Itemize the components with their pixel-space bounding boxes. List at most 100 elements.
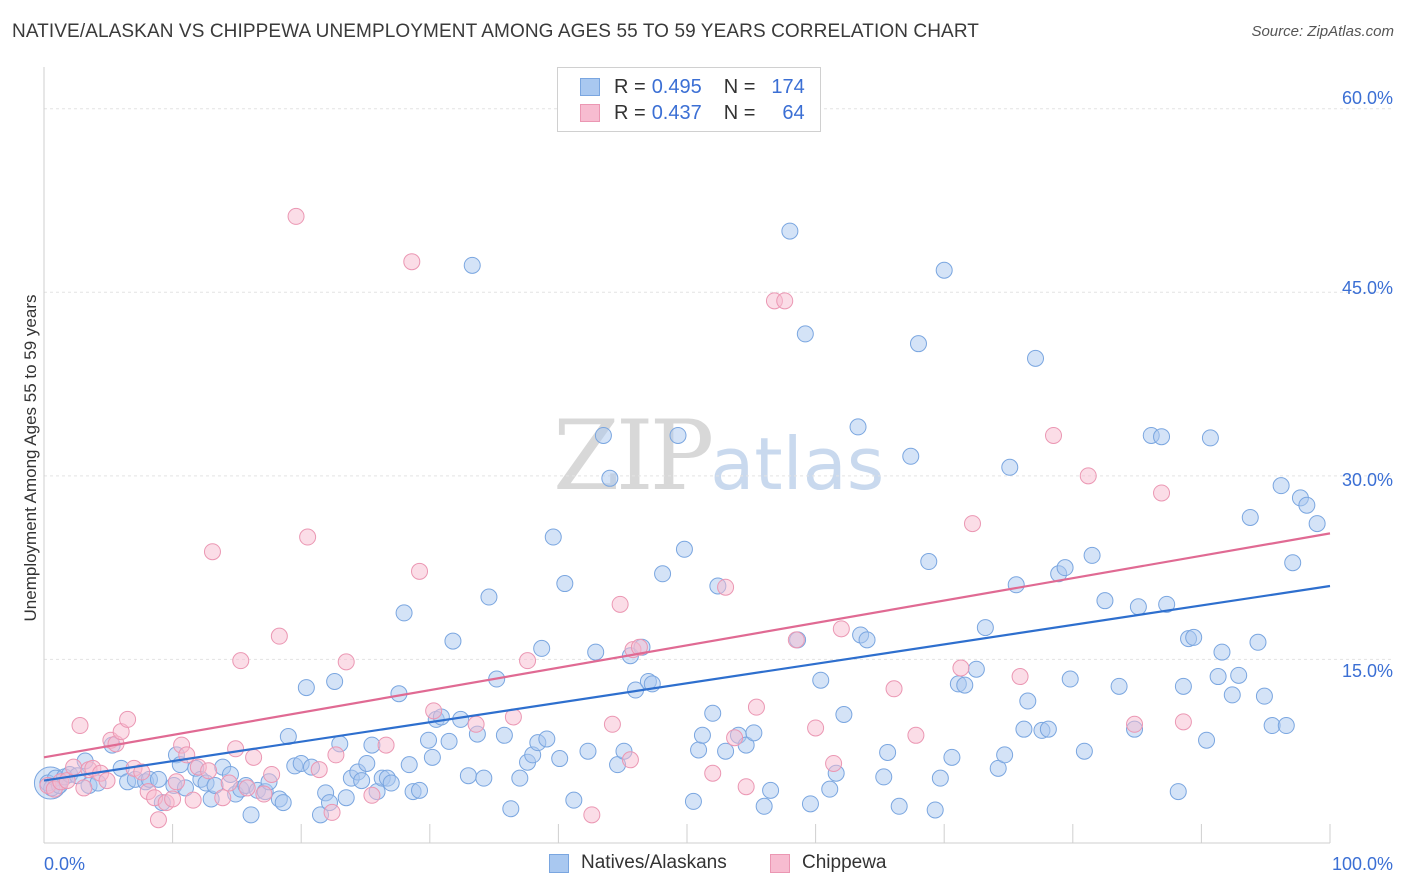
- data-point: [1083, 546, 1101, 564]
- data-point: [1230, 666, 1248, 684]
- data-point: [98, 772, 116, 790]
- data-point: [495, 726, 513, 744]
- trend-line-natives: [43, 584, 1331, 782]
- data-point: [533, 639, 551, 657]
- data-point: [299, 528, 317, 546]
- data-point: [1209, 668, 1227, 686]
- bottom-legend-label: Natives/Alaskans: [581, 852, 727, 873]
- legend-r-value: 0.495: [651, 75, 702, 98]
- watermark: ZIPatlas: [553, 400, 884, 512]
- data-point: [270, 627, 288, 645]
- data-point: [693, 726, 711, 744]
- legend-r-label: R =: [614, 75, 646, 98]
- data-point: [601, 469, 619, 487]
- data-point: [931, 769, 949, 787]
- data-point: [1075, 742, 1093, 760]
- data-point: [796, 325, 814, 343]
- data-point: [1011, 668, 1029, 686]
- data-point: [1174, 677, 1192, 695]
- source-label: Source: ZipAtlas.com: [1251, 23, 1394, 40]
- data-point: [1158, 595, 1176, 613]
- legend-swatch-pink: [580, 104, 600, 122]
- data-point: [849, 418, 867, 436]
- data-point: [1185, 628, 1203, 646]
- data-point: [926, 801, 944, 819]
- data-point: [875, 768, 893, 786]
- series-natives-alaskans: [33, 222, 1326, 824]
- data-point: [594, 426, 612, 444]
- data-point: [411, 562, 429, 580]
- data-point: [519, 652, 537, 670]
- data-point: [425, 702, 443, 720]
- data-point: [245, 748, 263, 766]
- data-point: [963, 515, 981, 533]
- data-point: [821, 780, 839, 798]
- data-point: [220, 774, 238, 792]
- data-point: [976, 619, 994, 637]
- data-point: [1045, 426, 1063, 444]
- data-point: [690, 741, 708, 759]
- data-point: [583, 806, 601, 824]
- data-point: [274, 794, 292, 812]
- data-point: [704, 704, 722, 722]
- data-point: [825, 754, 843, 772]
- data-point: [920, 553, 938, 571]
- y-tick-label: 45.0%: [1342, 278, 1393, 298]
- data-point: [403, 253, 421, 271]
- data-point: [621, 751, 639, 769]
- data-point: [737, 778, 755, 796]
- data-point: [1174, 713, 1192, 731]
- data-point: [71, 717, 89, 735]
- legend-r-value: 0.437: [651, 101, 702, 124]
- data-point: [1061, 670, 1079, 688]
- data-point: [1255, 687, 1273, 705]
- data-point: [255, 785, 273, 803]
- data-point: [75, 779, 93, 797]
- data-point: [835, 706, 853, 723]
- axis-labels: Unemployment Among Ages 55 to 59 years 0…: [21, 88, 1393, 874]
- data-point: [1129, 598, 1147, 616]
- watermark-atlas: atlas: [710, 422, 885, 506]
- data-point: [480, 588, 498, 606]
- data-point: [167, 773, 185, 791]
- data-point: [337, 789, 355, 807]
- data-point: [801, 795, 819, 813]
- legend-r-label: R =: [614, 101, 646, 124]
- data-point: [323, 803, 341, 821]
- bottom-legend-swatch-blue: [549, 853, 569, 873]
- data-point: [400, 756, 418, 774]
- data-point: [327, 746, 345, 764]
- data-point: [203, 543, 221, 561]
- data-point: [1201, 429, 1219, 447]
- data-point: [467, 715, 485, 733]
- data-point: [238, 779, 256, 797]
- data-point: [502, 800, 520, 818]
- data-point: [1039, 720, 1057, 738]
- bottom-legend-natives: Natives/Alaskans: [549, 852, 727, 874]
- data-point: [200, 762, 218, 780]
- gridlines: [44, 108, 1393, 660]
- data-point: [630, 638, 648, 656]
- data-point: [377, 736, 395, 754]
- data-point: [232, 652, 250, 670]
- data-point: [967, 660, 985, 678]
- data-point: [475, 769, 493, 787]
- data-point: [935, 261, 953, 279]
- data-point: [902, 447, 920, 465]
- data-point: [382, 774, 400, 792]
- data-point: [890, 797, 908, 815]
- data-point: [755, 797, 773, 815]
- data-point: [544, 528, 562, 546]
- data-point: [297, 679, 315, 697]
- data-point: [812, 671, 830, 689]
- trend-line-chippewa: [43, 532, 1331, 759]
- data-point: [654, 565, 672, 583]
- data-point: [1223, 686, 1241, 704]
- data-point: [565, 791, 583, 809]
- data-point: [363, 786, 381, 804]
- data-point: [787, 631, 805, 649]
- x-max-label: 100.0%: [1332, 854, 1393, 874]
- data-point: [440, 732, 458, 750]
- data-point: [65, 758, 83, 776]
